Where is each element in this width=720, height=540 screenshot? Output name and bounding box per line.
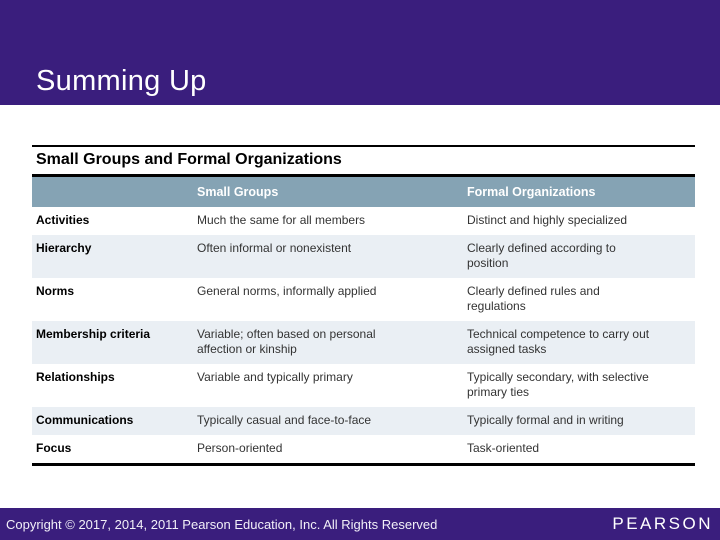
row-label-membership-criteria: Membership criteria — [32, 321, 197, 364]
cell-small-groups: Typically casual and face-to-face — [197, 407, 467, 435]
table-title: Small Groups and Formal Organizations — [32, 145, 695, 177]
cell-formal-organizations: Distinct and highly specialized — [467, 213, 628, 227]
cell-small-groups: Variable; often based on personal affect… — [197, 321, 467, 364]
row-label-hierarchy: Hierarchy — [32, 235, 197, 278]
copyright-text: Copyright © 2017, 2014, 2011 Pearson Edu… — [6, 516, 438, 532]
header-cell-row-label — [32, 177, 197, 207]
row-label-communications: Communications — [32, 407, 197, 435]
header-cell-small-groups: Small Groups — [197, 177, 467, 207]
cell-small-groups: Often informal or nonexistent — [197, 235, 467, 278]
cell-small-groups: Person-oriented — [197, 441, 283, 455]
slide-title: Summing Up — [36, 65, 207, 97]
table-row: Focus Person-oriented Task-oriented — [32, 435, 695, 465]
table-row: Norms General norms, informally applied … — [32, 278, 695, 321]
table-header-row: Small Groups Formal Organizations — [32, 177, 695, 207]
cell-formal-organizations: Clearly defined according to position — [467, 235, 695, 278]
table-row: Activities Much the same for all members… — [32, 207, 695, 235]
header-cell-formal-organizations: Formal Organizations — [467, 177, 695, 207]
table-row: Relationships Variable and typically pri… — [32, 364, 695, 407]
row-label-activities: Activities — [36, 213, 90, 227]
slide-title-banner: Summing Up — [0, 0, 720, 105]
cell-small-groups: Much the same for all members — [197, 213, 366, 227]
table-row: Hierarchy Often informal or nonexistent … — [32, 235, 695, 278]
cell-formal-organizations: Technical competence to carry out assign… — [467, 321, 695, 364]
comparison-table-block: Small Groups and Formal Organizations Sm… — [32, 145, 695, 466]
row-label-focus: Focus — [36, 441, 72, 455]
cell-formal-organizations: Clearly defined rules and regulations — [467, 284, 600, 313]
table-row: Communications Typically casual and face… — [32, 407, 695, 435]
cell-formal-organizations: Typically secondary, with selective prim… — [467, 370, 649, 399]
footer-bar: Copyright © 2017, 2014, 2011 Pearson Edu… — [0, 508, 720, 540]
comparison-table: Small Groups Formal Organizations Activi… — [32, 177, 695, 466]
row-label-norms: Norms — [36, 284, 75, 298]
cell-formal-organizations: Task-oriented — [467, 441, 540, 455]
row-label-relationships: Relationships — [36, 370, 115, 384]
table-row: Membership criteria Variable; often base… — [32, 321, 695, 364]
cell-small-groups: Variable and typically primary — [197, 370, 353, 384]
cell-small-groups: General norms, informally applied — [197, 284, 377, 298]
pearson-logo: PEARSON — [612, 514, 713, 533]
cell-formal-organizations: Typically formal and in writing — [467, 407, 695, 435]
